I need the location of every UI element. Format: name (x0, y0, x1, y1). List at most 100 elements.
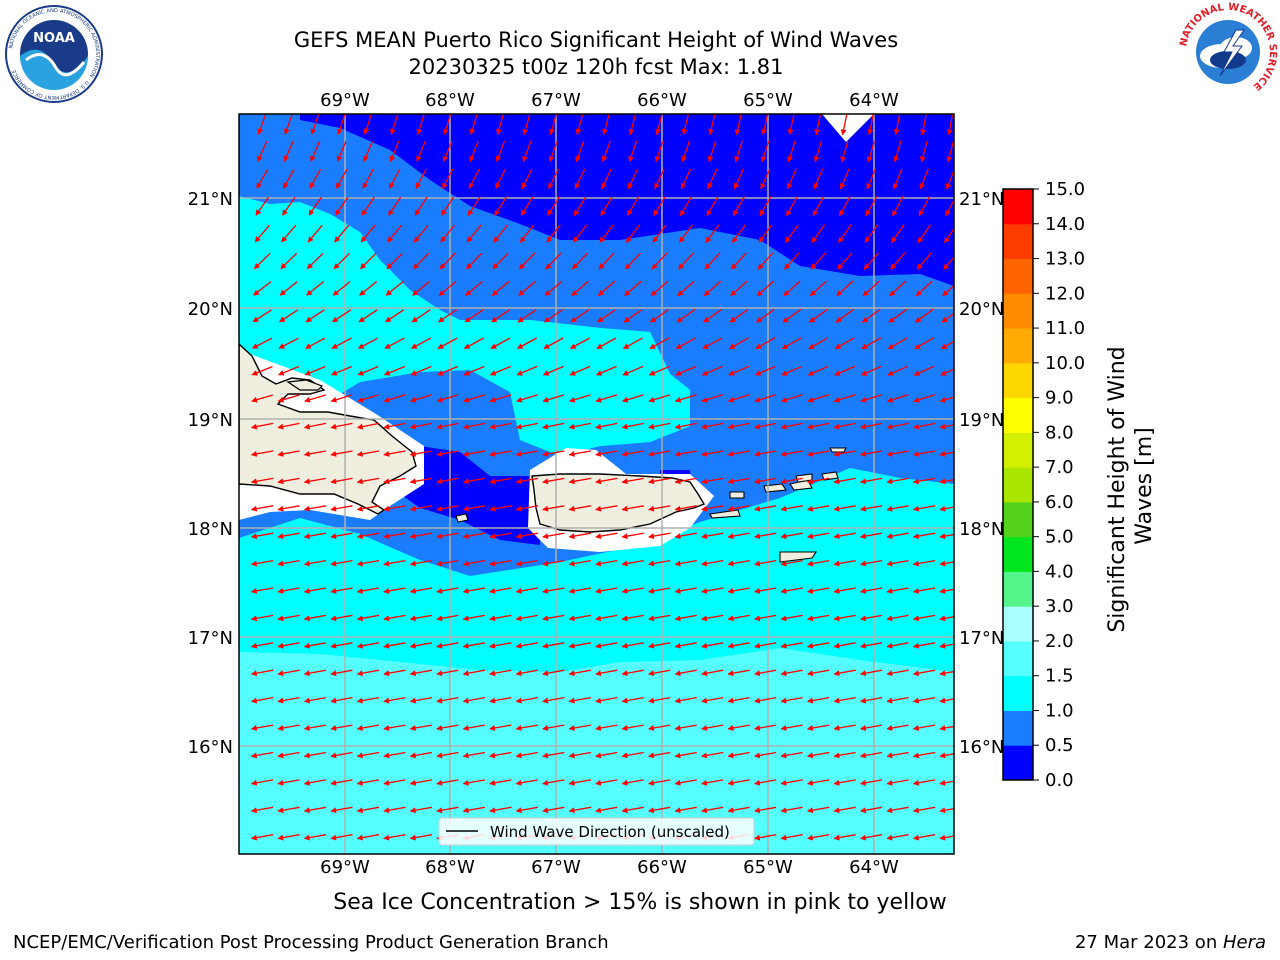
wave-arrow-head (489, 779, 496, 786)
wave-arrow-head (277, 587, 284, 594)
wave-arrow-head (833, 587, 840, 594)
wave-arrow-head (859, 505, 867, 512)
wave-arrow-head (780, 533, 787, 540)
wave-arrow-head (280, 262, 287, 270)
wave-arrow-head (939, 533, 946, 540)
wave-arrow-head (489, 396, 496, 403)
wave-arrow-head (489, 697, 496, 704)
wave-arrow-head (303, 423, 311, 430)
wave-arrow-head (277, 533, 284, 540)
wave-arrow-head (303, 533, 311, 540)
wave-arrow-head (385, 289, 393, 296)
wave-arrow-head (784, 263, 791, 270)
wave-arrow-head (834, 370, 841, 376)
wave-arrow-head (569, 343, 577, 349)
wave-arrow-head (383, 533, 390, 540)
wave-arrow-head (621, 587, 628, 594)
wave-arrow-head (939, 752, 946, 759)
wave-arrow-head (413, 236, 420, 243)
wave-arrow-head (859, 450, 867, 457)
wave-arrow-head (413, 263, 420, 270)
wave-arrow-head (754, 505, 761, 512)
wave-arrow-head (727, 450, 734, 457)
wave-arrow-head (595, 505, 602, 512)
wave-arrow-head (492, 263, 499, 270)
lon-tick-bottom-66: 66°W (637, 857, 687, 878)
wave-arrow-head (864, 236, 871, 244)
wave-arrow-head (912, 670, 920, 677)
wave-arrow-head (544, 289, 552, 296)
wave-arrow-head (891, 236, 897, 244)
wave-arrow-head (754, 642, 761, 649)
wave-arrow-head (256, 182, 263, 189)
wave-arrow-head (436, 587, 443, 594)
wave-arrow-head (727, 724, 734, 731)
wave-arrow-head (754, 396, 761, 403)
wave-arrow-head (277, 370, 285, 376)
wave-arrow-head (912, 724, 920, 731)
wave-arrow-head (833, 450, 840, 457)
wave-arrow-head (549, 128, 555, 136)
wave-arrow-head (648, 670, 655, 677)
wave-arrow-head (356, 478, 364, 485)
wave-arrow-head (547, 209, 554, 217)
wave-arrow-head (674, 450, 681, 457)
wave-arrow-head (648, 615, 655, 622)
wave-arrow-head (568, 807, 575, 814)
wave-arrow-head (806, 724, 814, 731)
wave-arrow-head (568, 505, 575, 512)
wave-arrow-head (515, 697, 522, 704)
wave-arrow-head (728, 370, 735, 376)
wave-arrow-head (462, 670, 469, 677)
colorbar-segment (1003, 675, 1033, 711)
colorbar-tick-label: 1.0 (1045, 700, 1074, 721)
wave-arrow-head (838, 236, 844, 244)
wave-arrow-head (467, 209, 474, 216)
wave-arrow-head (835, 316, 842, 323)
wave-arrow-head (515, 615, 522, 622)
virgin-islands (455, 447, 847, 563)
wave-arrow-head (250, 670, 258, 677)
wave-arrow-head (252, 316, 260, 323)
wave-arrow-head (440, 236, 447, 243)
wave-arrow-head (625, 236, 632, 243)
wave-arrow-head (780, 450, 787, 457)
wave-arrow-head (489, 370, 497, 376)
wave-arrow-head (621, 505, 628, 512)
wave-arrow-head (330, 478, 337, 485)
wave-arrow-head (330, 724, 337, 731)
lat-tick-right-19: 19°N (959, 410, 1004, 431)
wave-arrow-head (310, 155, 316, 162)
wave-arrow-head (648, 642, 655, 649)
wave-arrow-head (600, 209, 607, 217)
wave-arrow-head (359, 289, 366, 296)
wave-arrow-head (939, 807, 946, 814)
wave-arrow-head (780, 478, 787, 485)
wave-arrow-head (489, 587, 496, 594)
colorbar-tick-label: 9.0 (1045, 388, 1074, 409)
wave-arrow-head (462, 533, 469, 540)
wave-arrow-head (674, 697, 681, 704)
wave-arrow-head (861, 343, 868, 349)
wave-arrow-head (363, 155, 369, 163)
colorbar-tick-label: 5.0 (1045, 527, 1074, 548)
wave-arrow-head (674, 642, 681, 649)
wave-arrow-head (807, 396, 814, 403)
wave-arrow-head (601, 155, 608, 163)
lon-tick-top-67: 67°W (531, 90, 581, 111)
wave-arrow-head (515, 724, 522, 731)
wave-arrow-head (806, 697, 814, 704)
colorbar-segment (1003, 710, 1033, 746)
wave-arrow-head (833, 505, 840, 512)
wave-arrow-head (436, 478, 443, 485)
wave-arrow-head (780, 615, 787, 622)
wave-arrow-head (886, 587, 893, 594)
wave-arrow-head (701, 697, 708, 704)
wave-arrow-head (389, 155, 396, 163)
wave-arrow-head (782, 316, 789, 323)
wave-arrow-head (912, 807, 920, 814)
wave-arrow-head (733, 209, 739, 217)
wave-arrow-head (859, 642, 867, 649)
wave-arrow-head (383, 642, 390, 649)
wave-arrow-head (886, 478, 893, 485)
